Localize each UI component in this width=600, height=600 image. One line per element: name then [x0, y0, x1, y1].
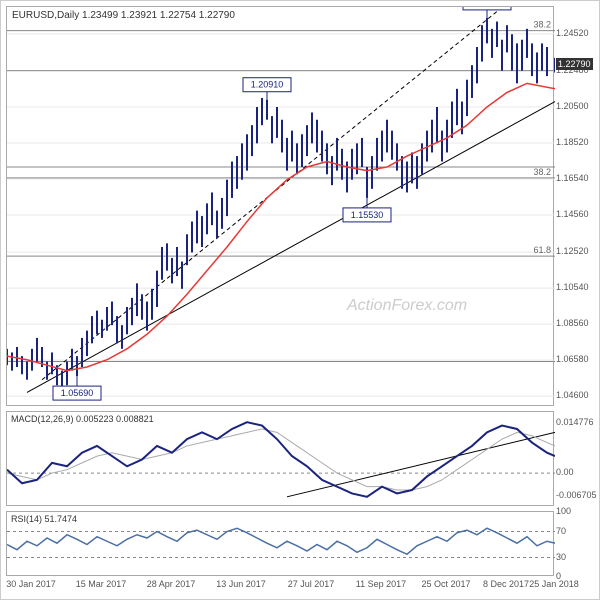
x-axis: 30 Jan 201715 Mar 201728 Apr 201713 Jun …	[6, 579, 554, 597]
price-svg: 38.2 38.2 61.8 1.05690 1.20910 1.15530 1.25370	[7, 7, 555, 407]
rsi-yaxis: 03070100	[556, 511, 598, 576]
rsi-svg	[7, 512, 555, 577]
svg-text:38.2: 38.2	[533, 167, 551, 177]
macd-yaxis: -0.0067050.000.014776	[556, 411, 598, 506]
forex-chart: EURUSD,Daily 1.23499 1.23921 1.22754 1.2…	[0, 0, 600, 600]
watermark: ActionForex.com	[347, 297, 467, 315]
svg-text:1.20910: 1.20910	[251, 80, 284, 90]
svg-text:38.2: 38.2	[533, 20, 551, 30]
rsi-panel: RSI(14) 51.7474	[6, 511, 554, 576]
chart-title: EURUSD,Daily 1.23499 1.23921 1.22754 1.2…	[12, 10, 235, 21]
svg-text:1.05690: 1.05690	[61, 388, 94, 398]
svg-text:1.15530: 1.15530	[351, 210, 384, 220]
price-panel: EURUSD,Daily 1.23499 1.23921 1.22754 1.2…	[6, 6, 554, 406]
rsi-title: RSI(14) 51.7474	[11, 514, 77, 524]
price-yaxis: 1.046001.065801.085601.105401.125201.145…	[556, 6, 598, 406]
macd-panel: MACD(12,26,9) 0.005223 0.008821	[6, 411, 554, 506]
macd-svg	[7, 412, 555, 507]
macd-title: MACD(12,26,9) 0.005223 0.008821	[11, 414, 154, 424]
svg-text:61.8: 61.8	[533, 245, 551, 255]
svg-text:1.25370: 1.25370	[471, 7, 504, 8]
